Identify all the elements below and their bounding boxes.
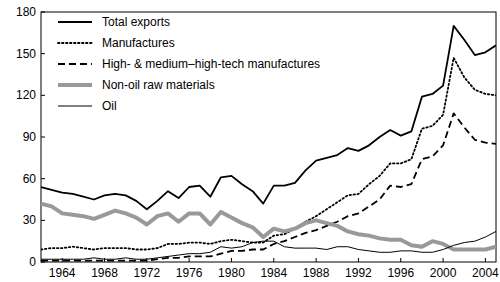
y-tick-label: 90 [23, 130, 37, 144]
x-tick [231, 258, 232, 262]
x-tick-label: 1968 [91, 266, 118, 280]
y-tick [41, 95, 45, 96]
y-tick-label: 120 [16, 88, 36, 102]
y-tick [41, 137, 45, 138]
series-line [41, 113, 496, 260]
y-tick [41, 220, 45, 221]
x-tick [443, 258, 444, 262]
series-line [41, 26, 496, 209]
legend-swatch [58, 83, 92, 87]
legend: Total exports Manufactures High- & medium–… [58, 15, 320, 113]
y-tick-label: 180 [16, 5, 36, 19]
chart: 0 30 60 90 120 150 180 1964 1968 1972 1976 1980 1984… [0, 0, 500, 282]
y-tick-label: 30 [23, 213, 37, 227]
x-tick [400, 258, 401, 262]
legend-swatch [58, 63, 92, 65]
x-tick-label: 1972 [133, 266, 160, 280]
x-tick [189, 258, 190, 262]
plot-lines [41, 26, 496, 261]
x-tick-label: 1992 [345, 266, 372, 280]
x-tick-label: 1976 [176, 266, 203, 280]
x-tick [316, 258, 317, 262]
y-tick-label: 150 [16, 47, 36, 61]
series-line [41, 204, 496, 250]
legend-label: Oil [102, 99, 117, 113]
x-tick [62, 258, 63, 262]
y-tick [41, 178, 45, 179]
legend-label: Non-oil raw materials [102, 78, 215, 92]
legend-swatch [58, 21, 92, 23]
x-tick-label: 2000 [430, 266, 457, 280]
x-tick [358, 258, 359, 262]
y-tick [41, 12, 45, 13]
series-line [41, 231, 496, 259]
legend-label: Manufactures [102, 36, 175, 50]
plot-frame [41, 12, 496, 262]
y-tick-label: 0 [29, 255, 36, 269]
x-tick-label: 1980 [218, 266, 245, 280]
x-tick [273, 258, 274, 262]
series-line [41, 58, 496, 250]
y-tick [41, 53, 45, 54]
x-tick [104, 258, 105, 262]
legend-label: Total exports [102, 15, 170, 29]
x-tick [485, 258, 486, 262]
x-tick-label: 1964 [49, 266, 76, 280]
x-tick-label: 2004 [472, 266, 499, 280]
y-tick [41, 262, 45, 263]
x-tick-label: 1988 [303, 266, 330, 280]
legend-label: High- & medium–high-tech manufactures [102, 57, 320, 71]
x-tick-label: 1996 [387, 266, 414, 280]
y-tick-label: 60 [23, 172, 37, 186]
legend-swatch [58, 106, 92, 107]
x-tick-label: 1984 [260, 266, 287, 280]
legend-swatch [58, 42, 92, 44]
